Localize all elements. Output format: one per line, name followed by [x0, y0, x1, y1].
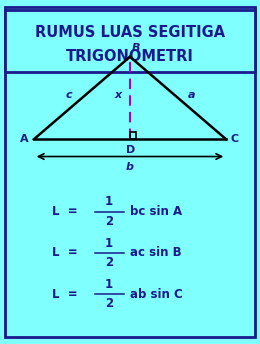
Text: TRIGONOMETRI: TRIGONOMETRI — [66, 49, 194, 64]
Text: 2: 2 — [105, 256, 113, 269]
Bar — [5, 10, 255, 72]
Text: x: x — [115, 89, 122, 100]
Text: ac sin B: ac sin B — [130, 246, 182, 259]
Text: 1: 1 — [105, 237, 113, 250]
Text: 2: 2 — [105, 215, 113, 228]
Text: 2: 2 — [105, 297, 113, 310]
Text: bc sin A: bc sin A — [130, 205, 182, 218]
Text: C: C — [231, 134, 239, 144]
Text: D: D — [126, 145, 135, 155]
Text: B: B — [132, 43, 141, 53]
Text: b: b — [126, 162, 134, 172]
Text: RUMUS LUAS SEGITIGA: RUMUS LUAS SEGITIGA — [35, 25, 225, 40]
Text: ab sin C: ab sin C — [130, 288, 183, 301]
Text: L  =: L = — [52, 288, 78, 301]
Text: a: a — [187, 89, 195, 100]
Bar — [130, 132, 136, 139]
Text: 1: 1 — [105, 278, 113, 291]
Text: A: A — [20, 134, 29, 144]
Text: L  =: L = — [52, 205, 78, 218]
Text: 1: 1 — [105, 195, 113, 208]
Text: L  =: L = — [52, 246, 78, 259]
Text: c: c — [66, 89, 72, 100]
